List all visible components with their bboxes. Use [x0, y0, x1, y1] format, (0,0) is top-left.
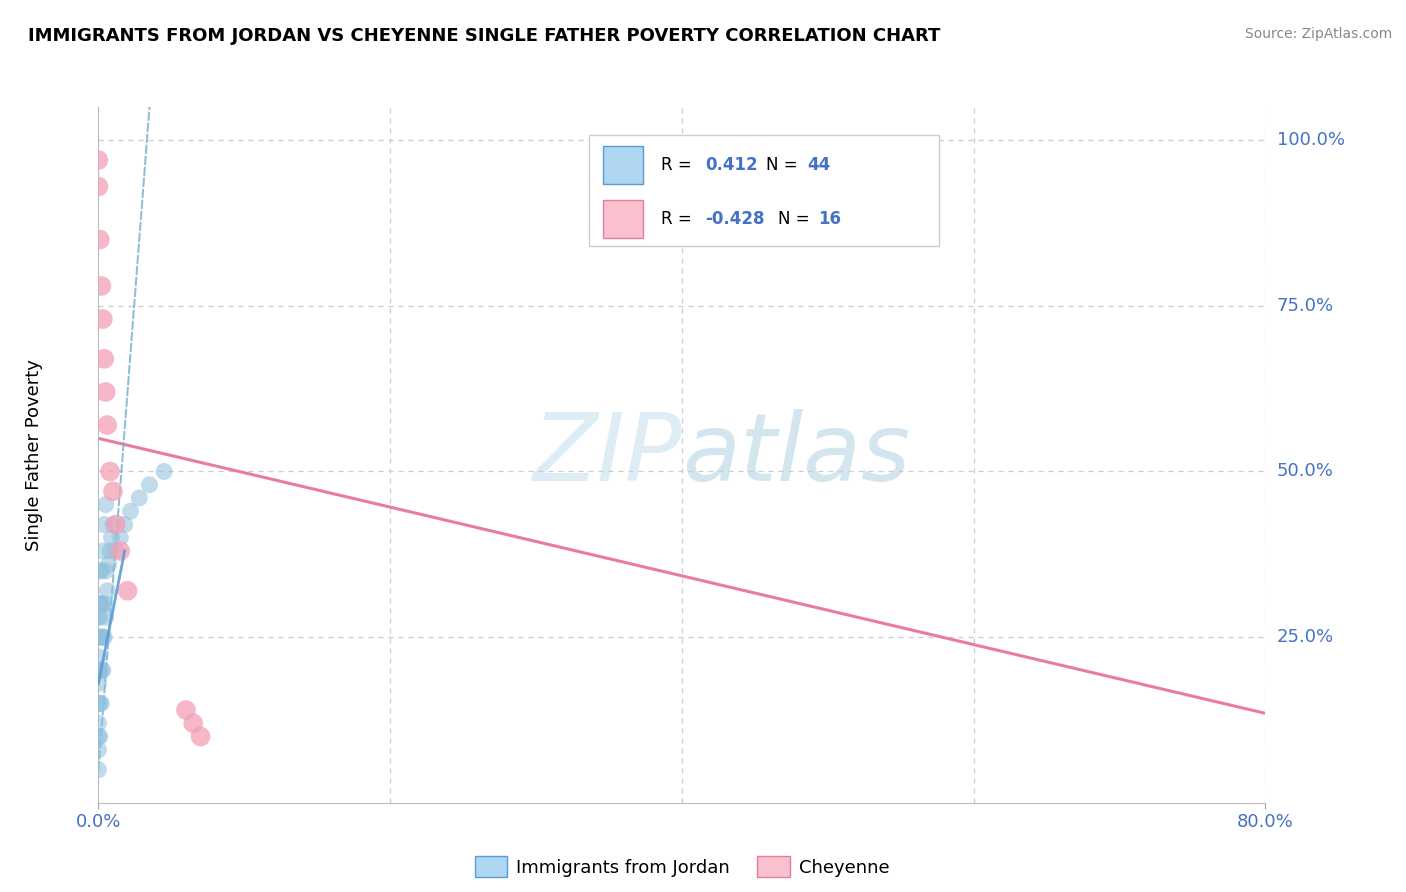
Point [91, 597, 114, 611]
Text: N =: N = [766, 156, 803, 174]
Text: 25.0%: 25.0% [1277, 628, 1334, 646]
Point [96, 418, 118, 433]
Point [128, 491, 150, 505]
Text: Source: ZipAtlas.com: Source: ZipAtlas.com [1244, 27, 1392, 41]
Text: 44: 44 [807, 156, 830, 174]
Point [90, 663, 112, 677]
Point [93, 517, 115, 532]
Point [87, 743, 110, 757]
Point [104, 517, 127, 532]
Text: 75.0%: 75.0% [1277, 297, 1334, 315]
Point [190, 730, 212, 744]
Point [94, 564, 117, 578]
Point [93, 351, 115, 366]
Point [87, 697, 110, 711]
Point [90, 697, 112, 711]
Bar [603, 200, 644, 238]
Point [91, 663, 114, 677]
Point [94, 610, 117, 624]
Point [89, 697, 111, 711]
Point [97, 558, 120, 572]
Text: N =: N = [778, 210, 814, 227]
Point [100, 531, 122, 545]
Point [138, 477, 160, 491]
Point [87, 610, 110, 624]
Point [87, 676, 110, 690]
Point [87, 630, 110, 644]
Point [93, 597, 115, 611]
Text: atlas: atlas [682, 409, 910, 500]
Point [114, 517, 136, 532]
Point [89, 233, 111, 247]
Point [87, 179, 110, 194]
Point [90, 564, 112, 578]
Legend: Immigrants from Jordan, Cheyenne: Immigrants from Jordan, Cheyenne [467, 849, 897, 884]
Point [117, 583, 139, 598]
Text: Single Father Poverty: Single Father Poverty [25, 359, 44, 551]
Text: IMMIGRANTS FROM JORDAN VS CHEYENNE SINGLE FATHER POVERTY CORRELATION CHART: IMMIGRANTS FROM JORDAN VS CHEYENNE SINGL… [28, 27, 941, 45]
Point [87, 650, 110, 665]
Point [110, 531, 132, 545]
Point [174, 703, 197, 717]
Point [93, 630, 115, 644]
Text: -0.428: -0.428 [706, 210, 765, 227]
Point [98, 544, 121, 558]
Text: ZIP: ZIP [533, 409, 682, 500]
Point [101, 517, 124, 532]
Point [89, 564, 111, 578]
Text: R =: R = [661, 210, 697, 227]
Text: 16: 16 [818, 210, 841, 227]
Point [94, 498, 117, 512]
Point [181, 716, 204, 731]
Point [89, 730, 111, 744]
Point [87, 153, 110, 167]
Point [89, 610, 111, 624]
Text: 100.0%: 100.0% [1277, 131, 1344, 149]
Point [91, 630, 114, 644]
Point [87, 763, 110, 777]
Text: 0.412: 0.412 [706, 156, 758, 174]
Point [90, 630, 112, 644]
Point [91, 312, 114, 326]
Point [91, 544, 114, 558]
Point [101, 484, 124, 499]
Point [89, 597, 111, 611]
Point [89, 630, 111, 644]
Text: 50.0%: 50.0% [1277, 462, 1333, 481]
Point [87, 730, 110, 744]
Point [98, 465, 121, 479]
Point [89, 663, 111, 677]
Text: R =: R = [661, 156, 697, 174]
Point [153, 465, 176, 479]
Point [120, 504, 142, 518]
FancyBboxPatch shape [589, 135, 939, 246]
Point [110, 544, 132, 558]
Point [87, 716, 110, 731]
Point [94, 384, 117, 399]
Point [104, 544, 127, 558]
Point [90, 279, 112, 293]
Bar [603, 146, 644, 185]
Point [96, 583, 118, 598]
Point [90, 597, 112, 611]
Point [87, 663, 110, 677]
